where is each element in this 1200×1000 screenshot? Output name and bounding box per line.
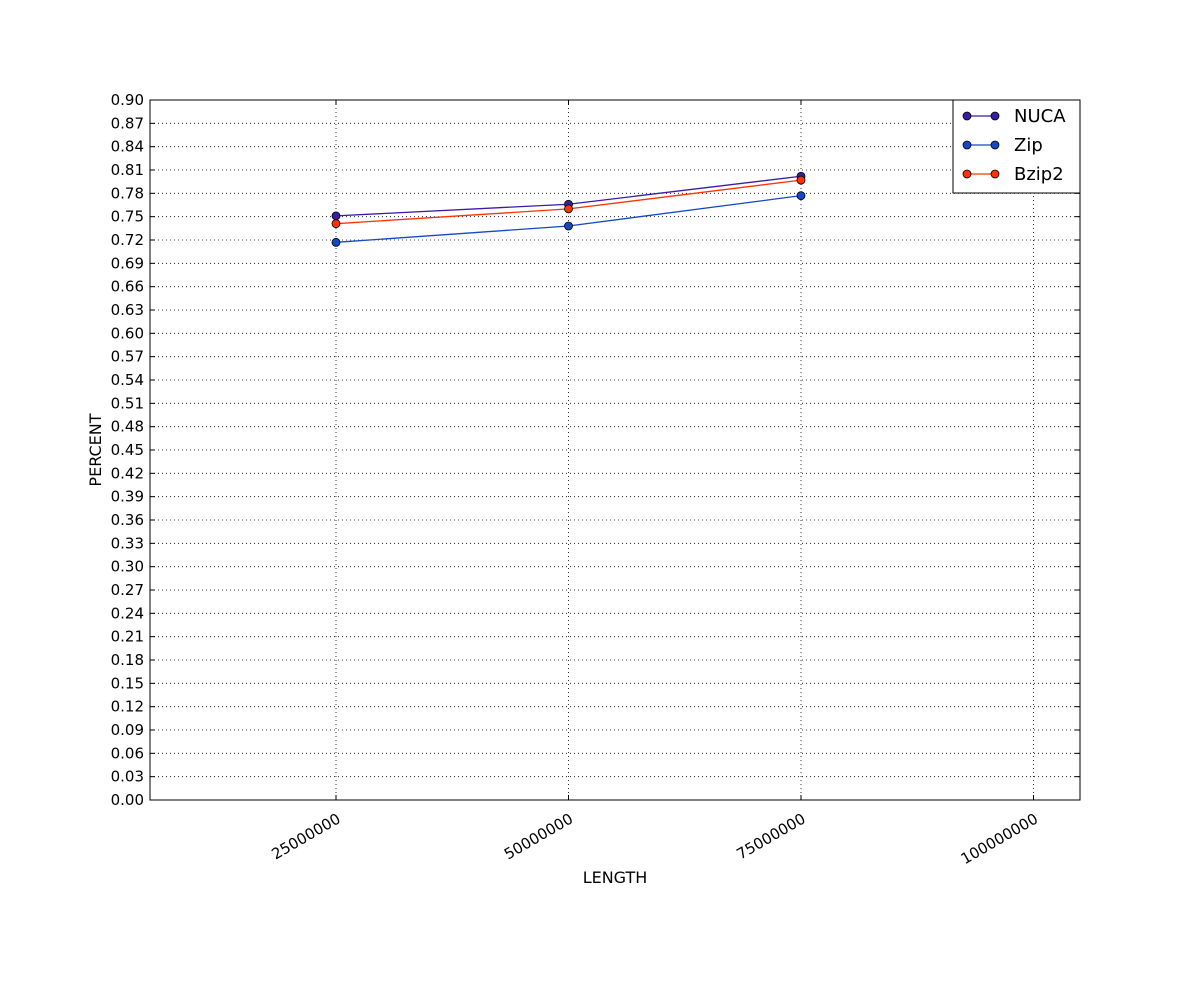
legend-label-nuca: NUCA	[1014, 106, 1066, 127]
x-tick-label: 100000000	[958, 810, 1041, 869]
y-tick-label: 0.24	[111, 604, 144, 622]
data-point-zip	[331, 237, 341, 247]
y-tick-label: 0.63	[111, 301, 144, 319]
y-tick-label: 0.54	[111, 371, 144, 389]
series-layer	[331, 171, 806, 247]
x-tick-label: 50000000	[501, 810, 576, 864]
y-tick-label: 0.27	[111, 581, 144, 599]
y-tick-label: 0.51	[111, 394, 144, 412]
legend-marker-zip	[962, 140, 972, 150]
y-tick-label: 0.87	[111, 114, 144, 132]
legend-label-zip: Zip	[1014, 135, 1043, 156]
y-tick-label: 0.36	[111, 511, 144, 529]
data-point-bzip2	[331, 219, 341, 229]
y-axis-ticks: 0.00 0.03 0.06 0.09 0.12 0.15 0.18 0.21 0.24 0.27…	[111, 91, 1080, 809]
y-tick-label: 0.21	[111, 628, 144, 646]
y-tick-label: 0.60	[111, 324, 144, 342]
y-tick-label: 0.18	[111, 651, 144, 669]
x-axis-label: LENGTH	[583, 868, 648, 887]
legend-marker-nuca	[990, 111, 1000, 121]
y-tick-label: 0.57	[111, 348, 144, 366]
y-tick-label: 0.48	[111, 418, 144, 436]
y-tick-label: 0.75	[111, 208, 144, 226]
y-tick-label: 0.45	[111, 441, 144, 459]
y-tick-label: 0.06	[111, 744, 144, 762]
legend: NUCA Zip Bzip2	[952, 99, 1081, 194]
data-point-nuca	[331, 211, 341, 221]
y-tick-label: 0.72	[111, 231, 144, 249]
y-tick-label: 0.42	[111, 464, 144, 482]
legend-marker-bzip2	[990, 169, 1000, 179]
legend-marker-zip	[990, 140, 1000, 150]
legend-label-bzip2: Bzip2	[1014, 164, 1064, 185]
data-point-zip	[796, 191, 806, 201]
legend-marker-bzip2	[962, 169, 972, 179]
y-tick-label: 0.90	[111, 91, 144, 109]
legend-marker-nuca	[962, 111, 972, 121]
y-tick-label: 0.03	[111, 768, 144, 786]
y-tick-label: 0.84	[111, 138, 144, 156]
x-tick-label: 25000000	[268, 810, 343, 864]
y-tick-label: 0.12	[111, 698, 144, 716]
y-tick-label: 0.15	[111, 674, 144, 692]
data-point-bzip2	[796, 175, 806, 185]
y-tick-label: 0.00	[111, 791, 144, 809]
data-point-bzip2	[564, 204, 573, 214]
y-tick-label: 0.30	[111, 558, 144, 576]
y-tick-label: 0.69	[111, 254, 144, 272]
y-tick-label: 0.09	[111, 721, 144, 739]
data-point-zip	[564, 221, 573, 231]
grid-lines	[150, 99, 1080, 801]
y-tick-label: 0.81	[111, 161, 144, 179]
y-axis-label: PERCENT	[86, 413, 105, 486]
x-tick-label: 75000000	[733, 810, 808, 864]
y-tick-label: 0.39	[111, 488, 144, 506]
y-tick-label: 0.66	[111, 278, 144, 296]
y-tick-label: 0.33	[111, 534, 144, 552]
y-tick-label: 0.78	[111, 184, 144, 202]
